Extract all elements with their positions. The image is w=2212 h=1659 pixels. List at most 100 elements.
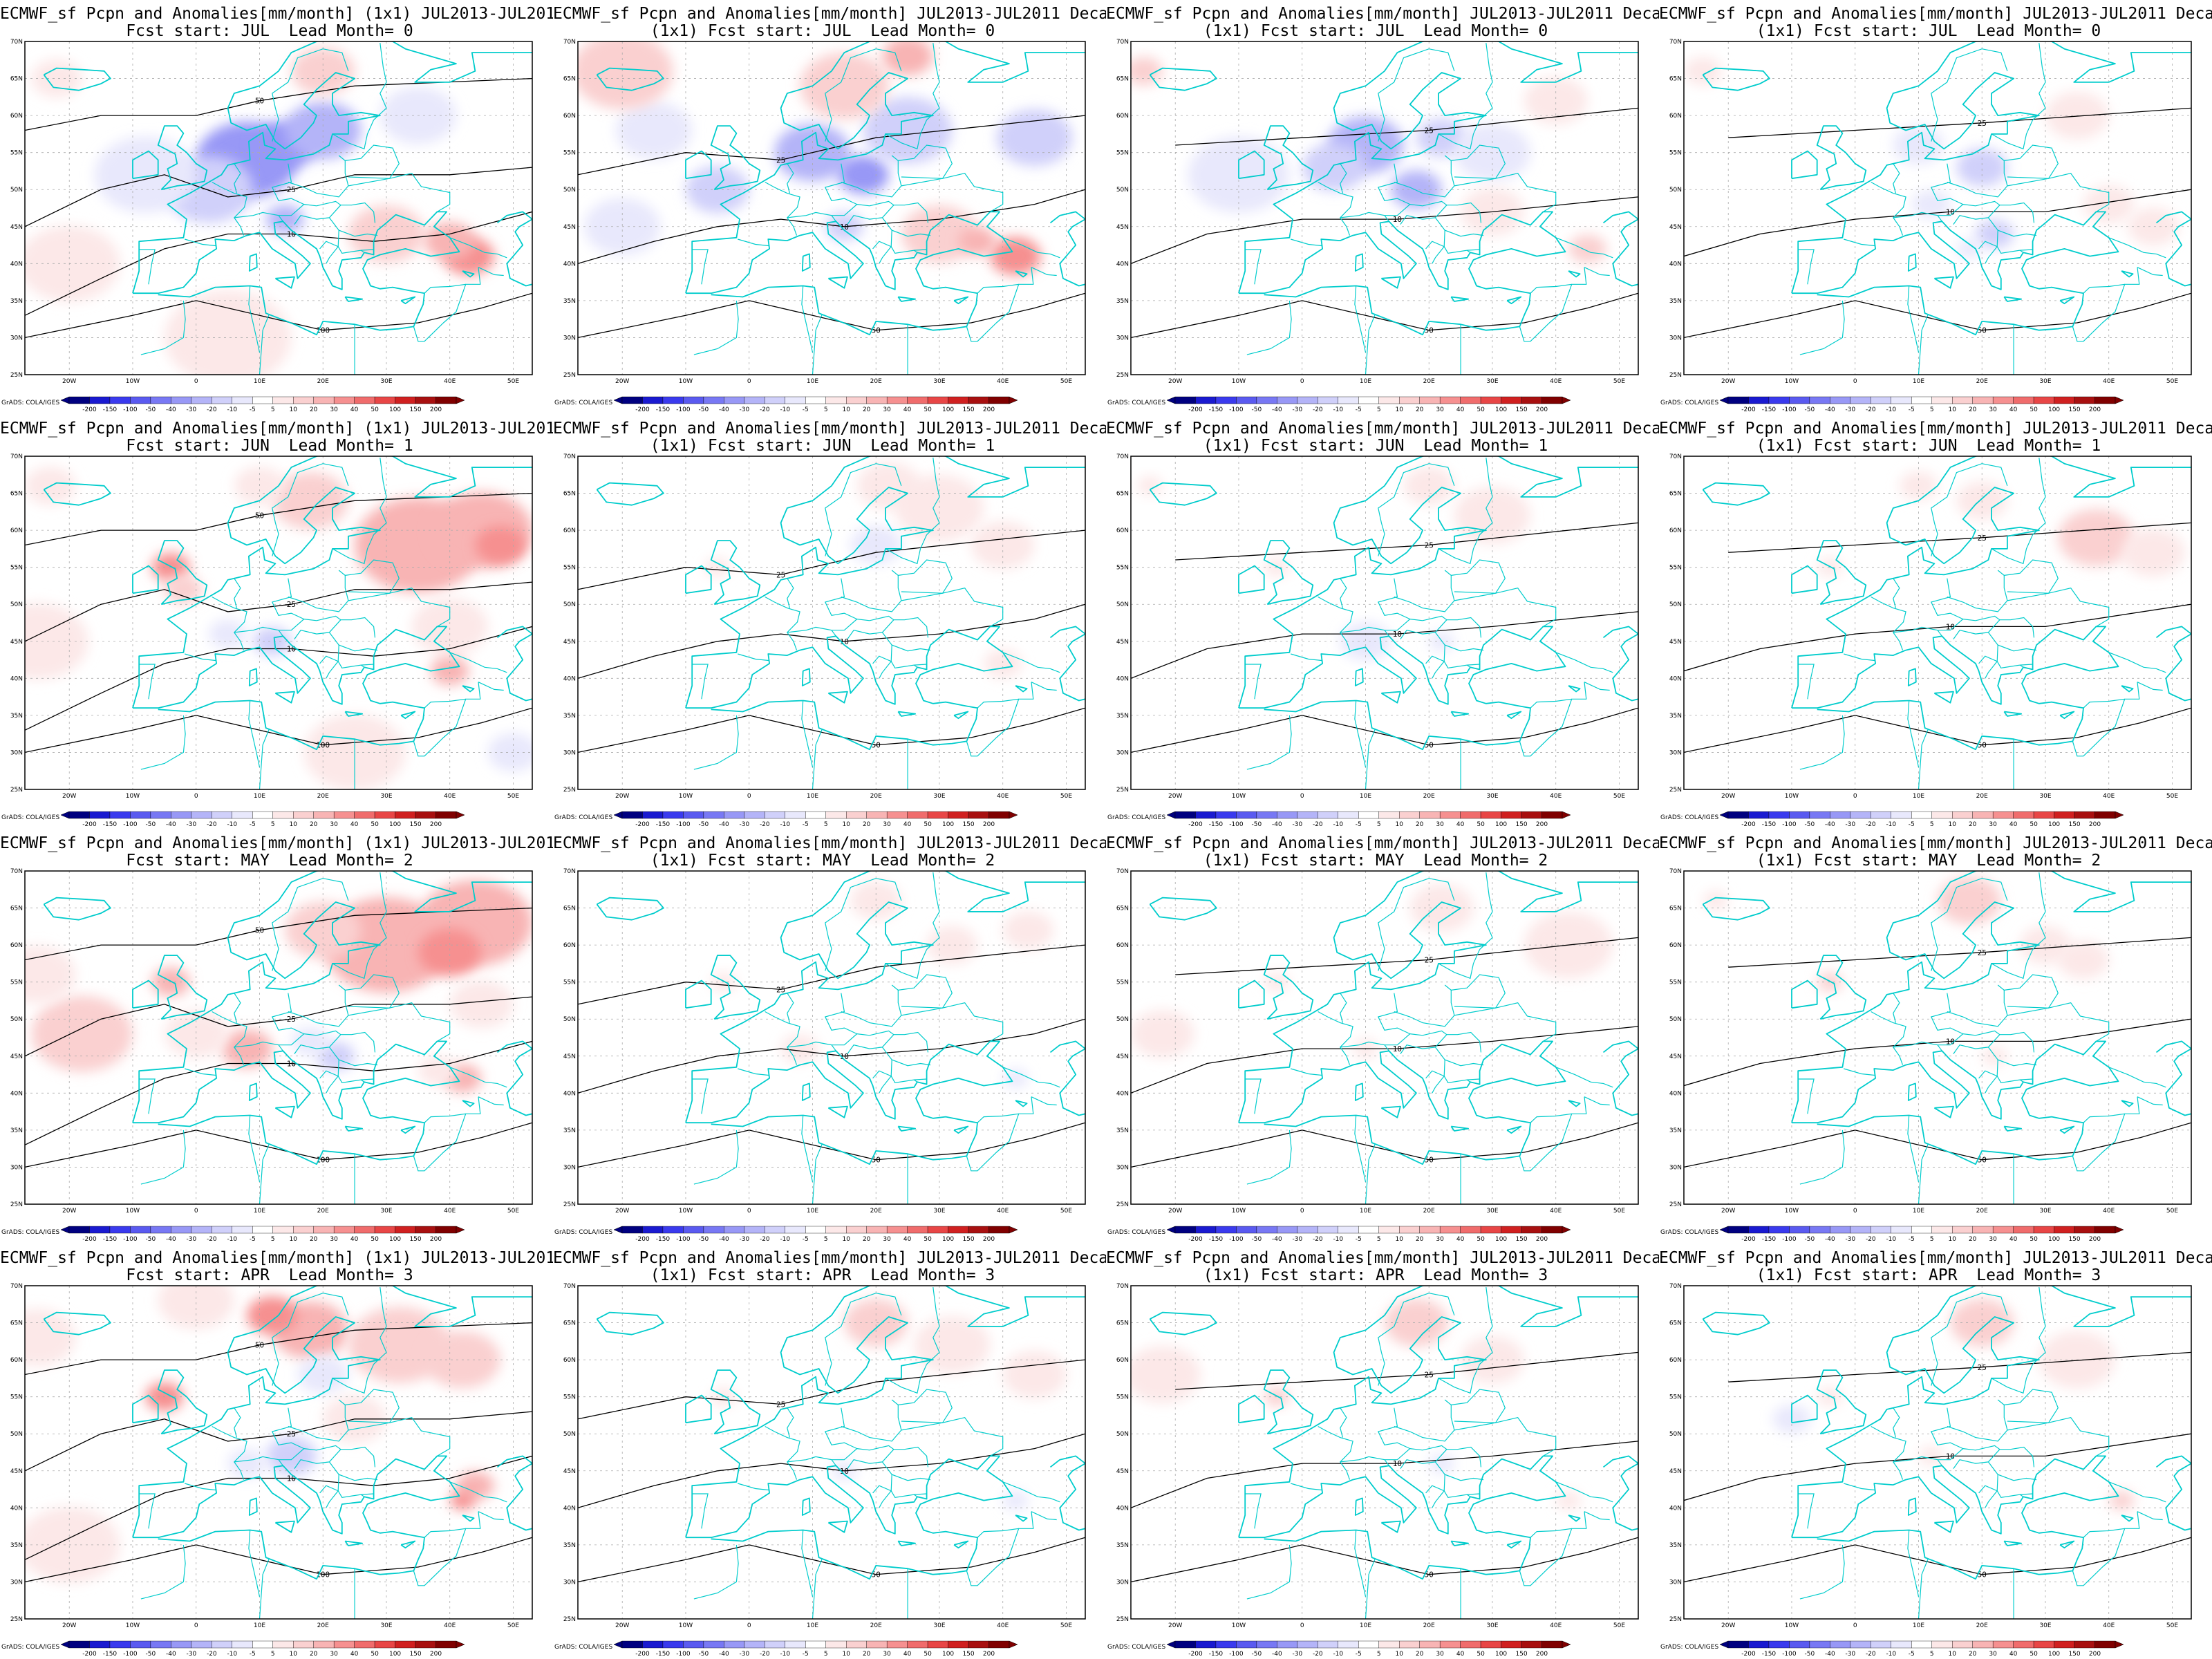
colorbar-swatch (683, 811, 704, 819)
colorbar-swatch (191, 396, 212, 404)
colorbar-swatch (703, 811, 724, 819)
contour-line (25, 1040, 532, 1145)
contour-line (1131, 196, 1638, 264)
latitude-label: 45N (563, 639, 576, 646)
colorbar-tick-label: 100 (942, 821, 954, 828)
country-border (294, 1449, 341, 1469)
country-border (824, 163, 858, 216)
anomaly-area (94, 136, 196, 213)
colorbar-tick-label: -50 (699, 1236, 709, 1243)
contour-line (1684, 1122, 2191, 1168)
map-frame (1130, 41, 1639, 375)
coastline (1238, 150, 1265, 180)
country-border (787, 1456, 836, 1466)
contour-label: 10 (840, 637, 849, 646)
contour-line (1684, 189, 2191, 257)
coastline (685, 150, 712, 180)
colorbar-tick-label: 20 (1416, 406, 1424, 413)
latitude-label: 55N (10, 980, 23, 986)
colorbar-tick-label: 150 (2068, 1651, 2080, 1658)
colorbar-tick-label: 40 (1456, 406, 1465, 413)
latitude-label: 45N (1116, 1053, 1129, 1060)
longitude-label: 10W (1232, 1208, 1246, 1215)
latitude-label: 40N (10, 675, 23, 682)
map-panel: ECMWF_sf Pcpn and Anomalies[mm/month] (1… (0, 0, 553, 415)
coastline (1239, 211, 1566, 336)
colorbar-arrow (1562, 396, 1571, 404)
colorbar-swatch (395, 396, 416, 404)
colorbar-swatch (642, 1226, 664, 1234)
colorbar-tick-label: 40 (2009, 406, 2018, 413)
coastline (1602, 1455, 1638, 1531)
colorbar-tick-label: -10 (1886, 1651, 1896, 1658)
colorbar-tick-label: 100 (2048, 1651, 2060, 1658)
map-panel: ECMWF_sf Pcpn and Anomalies[mm/month] JU… (1659, 0, 2212, 415)
country-border (271, 1407, 305, 1461)
colorbar-swatch (293, 1226, 314, 1234)
colorbar-swatch (191, 811, 212, 819)
colorbar-swatch (1931, 396, 1953, 404)
contour-line (25, 167, 532, 227)
country-border (1394, 155, 1455, 198)
colorbar-tick-label: -20 (207, 406, 217, 413)
coastline (133, 626, 460, 751)
colorbar-arrow (2115, 1640, 2124, 1649)
map-frame (1130, 456, 1639, 790)
map-frame (577, 41, 1086, 375)
country-border (449, 237, 507, 259)
colorbar-swatch (2033, 1226, 2054, 1234)
country-border (328, 1047, 378, 1067)
contour-label: 10 (1393, 1459, 1402, 1468)
country-border (234, 1456, 283, 1466)
colorbar-swatch (621, 1640, 643, 1649)
colorbar-tick-label: 150 (1515, 1236, 1527, 1243)
colorbar-tick-label: -30 (739, 406, 749, 413)
coastline (400, 1540, 416, 1549)
coastline (710, 125, 761, 191)
latitude-label: 30N (563, 1579, 576, 1586)
latitude-label: 70N (563, 39, 576, 46)
colorbar-swatch (1256, 811, 1277, 819)
country-border (1354, 285, 1367, 353)
country-border (373, 458, 387, 535)
country-border (825, 1293, 902, 1386)
colorbar-swatch (1992, 396, 2014, 404)
country-border (234, 578, 241, 608)
country-border (332, 120, 375, 150)
colorbar-tick-label: 150 (409, 1651, 421, 1658)
map-frame (577, 870, 1086, 1205)
colorbar-tick-label: -100 (1782, 821, 1797, 828)
colorbar-tick-label: 200 (430, 1236, 442, 1243)
coastline (1238, 565, 1265, 594)
latitude-label: 30N (563, 335, 576, 341)
country-border (765, 596, 800, 650)
country-border (2020, 1078, 2033, 1080)
colorbar-tick-label: -150 (103, 1236, 118, 1243)
map-frame (24, 870, 533, 1205)
latitude-label: 55N (10, 150, 23, 157)
longitude-label: 40E (1550, 793, 1562, 800)
colorbar-tick-label: -20 (1866, 1236, 1876, 1243)
colorbar-swatch (150, 1640, 171, 1649)
map-panel: ECMWF_sf Pcpn and Anomalies[mm/month] JU… (1106, 1244, 1659, 1659)
colorbar-swatch (683, 396, 704, 404)
colorbar-swatch (765, 396, 785, 404)
colorbar-swatch (232, 1640, 253, 1649)
country-border (303, 200, 376, 223)
colorbar-tick-label: -40 (1272, 1236, 1282, 1243)
colorbar-tick-label: -5 (803, 1651, 809, 1658)
country-border (787, 1041, 836, 1051)
colorbar-swatch (1727, 811, 1749, 819)
latitude-label: 25N (1669, 372, 1682, 379)
latitude-label: 45N (1669, 224, 1682, 231)
latitude-label: 70N (1116, 453, 1129, 460)
anomaly-area (1002, 911, 1054, 950)
colorbar-tick-label: -40 (1272, 1651, 1282, 1658)
latitude-label: 35N (1669, 1127, 1682, 1134)
coastline (596, 67, 664, 91)
longitude-label: 30E (933, 378, 945, 385)
colorbar-tick-label: 40 (2009, 1236, 2018, 1243)
colorbar-tick-label: -200 (82, 1651, 97, 1658)
coastline (596, 1311, 664, 1335)
